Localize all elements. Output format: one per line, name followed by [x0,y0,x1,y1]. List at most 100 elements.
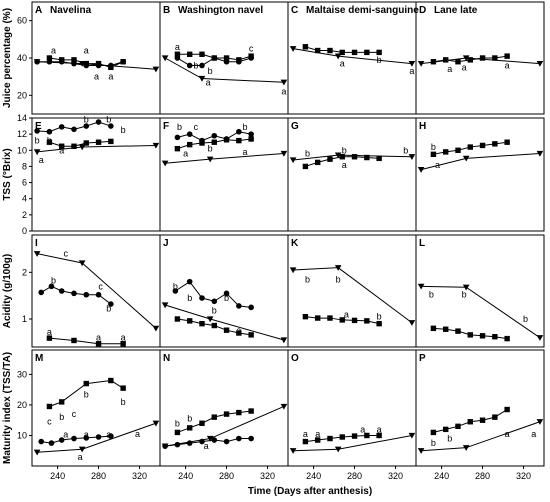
panel-K-sig-label: b [336,274,341,284]
panel-M-square-point [120,385,126,391]
panel-O-square-point [314,437,321,443]
panel-H-triangle-point [417,167,425,173]
panel-P-square-point [504,406,510,413]
panel-A-sig-label: a [108,72,113,82]
panel-O-frame [287,349,417,467]
panel-E-circle-point [58,124,65,130]
panel-K-sig-label: b [377,312,382,322]
panel-J-square-point [174,316,181,322]
panel-E-square-point [58,143,65,149]
panel-H-square-point [467,144,473,150]
panel-J-circle-point [172,288,179,294]
panel-J-square-point [248,332,254,338]
xtick-label: 320 [260,471,275,481]
panel-L-triangle-point [536,335,544,341]
panel-P-sig-label: a [505,429,510,439]
panel-N-circle-point [223,438,230,445]
panel-M-sig-label: a [78,452,83,462]
row-tss-ytick-label: 10 [17,145,27,155]
xtick-label: 240 [50,471,65,481]
panel-I-sig-label: b [106,304,111,314]
panel-P-square-point [467,419,473,425]
panel-E-square-point [83,140,89,146]
panel-B-square-point [186,51,193,57]
panel-O-letter: O [291,353,299,364]
panel-H-square-point [442,149,449,155]
panel-J-square-point [186,318,193,324]
panel-E-sig-label: b [84,115,89,125]
panel-D-square-point [479,55,486,61]
panel-G-square-point [351,154,358,160]
panel-H-triangle-point [462,155,470,162]
panel-D-frame [415,1,545,115]
panel-M-sig-label: a [106,430,111,440]
panel-M-letter: M [35,353,43,364]
panel-A-sig-label: a [84,46,89,56]
panel-L-square-point [430,325,437,332]
row-acidity-ytick-label: 2 [22,267,27,277]
row-maturity-ytick-label: 10 [17,430,27,440]
panel-I-square-point [46,335,53,341]
panel-O-sig-label: a [303,429,308,439]
panel-N-square-point [186,425,193,431]
panel-G-frame [287,117,417,232]
row-maturity-ylabel: Maturity index (TSS/TA) [2,352,13,464]
panel-B-circle-point [186,62,193,69]
panel-A-square-point [108,64,114,71]
panel-D-sig-label: a [447,64,452,74]
panel-G-sig-label: a [342,160,347,170]
panel-I-circle-point [58,288,65,294]
panel-G-letter: G [291,121,299,132]
panel-E-sig-label: b [106,115,111,125]
panel-I-sig-label: a [47,327,52,337]
panel-P-series-triangle-line [421,421,541,452]
panel-L-sig-label: b [429,290,434,300]
panel-F-triangle-point [280,150,288,157]
panel-B-sig-label: a [175,42,180,52]
panel-F-triangle-point [206,156,214,163]
row-tss-ytick-label: 4 [22,194,27,204]
panel-E-triangle-point [152,142,160,149]
panel-I-series-square-line [49,337,124,345]
panel-G-square-point [376,155,382,162]
panel-J-circle-point [248,304,254,311]
x-tick-labels: 240 280 320 240 280 320 240 280 320 240 280 320 [50,466,531,481]
panel-L-frame [415,234,545,348]
panel-L-triangle-point [417,283,425,290]
panel-B-square-point [174,51,181,57]
panel-F-square-point [236,137,242,144]
panel-F-letter: F [163,121,169,132]
panel-O-square-point [339,434,345,440]
panel-O-sig-label: a [360,424,365,434]
panel-J-sig-label: b [187,293,192,303]
panel-N-square-point [211,414,217,420]
panel-I-circle-point [71,290,77,297]
panel-D-sig-label: a [505,60,510,70]
panel-M-sig-label: a [63,430,68,440]
panel-M-circle-point [58,437,65,443]
panel-P: Pb b a a [415,349,545,467]
xtick-label: 280 [91,471,106,481]
row-tss-ytick-label: 6 [22,178,27,188]
panel-F-sig-label: c [194,122,199,132]
panel-N-frame [159,349,289,467]
panel-E-letter: E [35,121,42,132]
panel-N-circle-point [248,435,254,442]
panel-N-square-point [223,411,230,417]
panel-O-square-point [327,435,333,442]
panel-J-sig-label: b [212,306,217,316]
panel-F-frame [159,117,289,232]
panel-O-square-point [376,432,382,439]
panel-E-circle-point [46,128,53,135]
panel-A-sig-label: a [94,72,99,82]
panel-J-triangle-point [206,316,214,323]
x-axis-title: Time (Days after anthesis) [248,486,372,497]
panel-E-sig-label: b [35,136,40,146]
panel-J-triangle-point [161,302,169,309]
row-juice-ytick-label: 20 [17,90,27,100]
panel-G-sig-label: b [342,145,347,155]
panel-E-sig-label: a [39,155,44,165]
panel-H-square-point [504,139,510,145]
